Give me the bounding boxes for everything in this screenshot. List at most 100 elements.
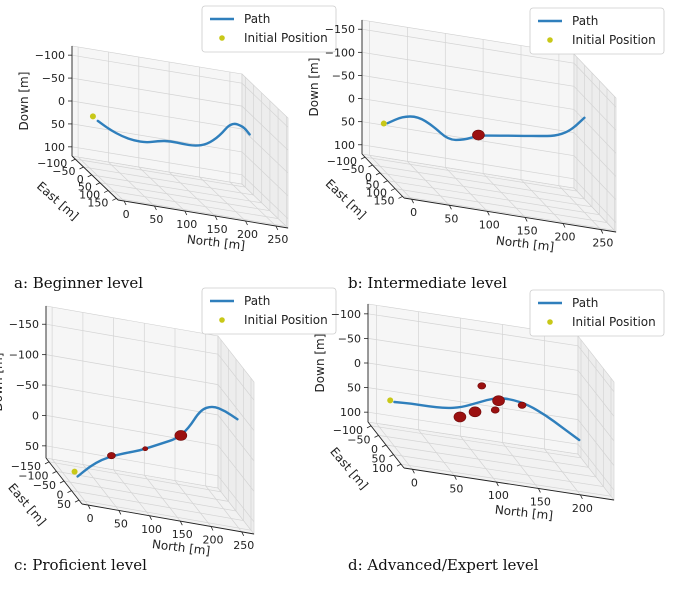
east-tick — [95, 182, 101, 186]
subplot-c: 0 50 100 150 200 250−150−100−50050−150−100−50… — [0, 287, 337, 558]
north-tick — [179, 520, 183, 526]
east-tick — [381, 444, 387, 448]
north-tick — [87, 504, 91, 510]
obstacle-marker — [472, 129, 485, 141]
obstacle-marker — [142, 446, 149, 452]
legend: Path Initial Position — [201, 5, 337, 53]
east-tick-label: −50 — [347, 433, 370, 446]
north-tick-label: 50 — [449, 483, 463, 496]
grid-north — [205, 333, 242, 533]
down-tick-label: −50 — [332, 69, 355, 82]
east-tick — [360, 156, 366, 160]
legend-initial-swatch — [547, 37, 553, 43]
north-tick — [184, 210, 188, 216]
north-tick — [562, 223, 566, 228]
legend-path-label: Path — [572, 14, 598, 28]
east-tick — [375, 172, 381, 176]
obstacle-marker — [468, 406, 482, 418]
east-axis-title: East [m] — [323, 176, 369, 221]
north-tick-label: 200 — [555, 231, 576, 244]
grid-north — [143, 323, 181, 522]
legend-frame — [201, 5, 337, 53]
grid-north — [376, 305, 413, 470]
grid-down — [71, 100, 289, 174]
grid-east — [379, 72, 593, 208]
north-tick — [245, 220, 248, 226]
east-tick-label: 100 — [366, 187, 387, 200]
grid-down — [367, 362, 615, 442]
obstacle-marker — [453, 411, 467, 423]
down-tick-label: −50 — [42, 72, 65, 85]
grid-east — [116, 116, 287, 227]
legend: Path Initial Position — [529, 7, 665, 55]
down-tick-label: 100 — [44, 141, 65, 154]
legend-initial-label: Initial Position — [244, 31, 328, 45]
east-axis-title: East [m] — [34, 179, 81, 223]
east-tick-label: 100 — [79, 189, 100, 202]
obstacle-marker — [174, 430, 188, 441]
down-tick-label: −100 — [9, 349, 39, 362]
north-tick — [411, 199, 414, 204]
grid-east — [56, 349, 229, 502]
grid-north — [418, 311, 455, 476]
subplot-d: 0 50 100 150 200−100−50050100−100−50050100No… — [313, 289, 665, 523]
grid-east — [108, 108, 279, 220]
path-series-line — [76, 405, 239, 478]
grid-down — [45, 415, 255, 492]
grid-north — [199, 67, 246, 222]
north-tick-label: 0 — [87, 512, 94, 525]
north-tick-label: 250 — [233, 539, 254, 552]
east-axis-title: East [m] — [327, 445, 371, 493]
east-tick-label: 0 — [57, 489, 64, 502]
north-axis-title: North [m] — [494, 503, 554, 523]
north-tick-label: 100 — [141, 523, 162, 536]
north-tick-label: 150 — [517, 224, 538, 237]
legend-path-label: Path — [244, 294, 270, 308]
legend-frame — [201, 287, 337, 335]
north-tick-label: 0 — [123, 208, 130, 221]
down-tick-label: 50 — [25, 440, 39, 453]
grid-down — [367, 387, 615, 466]
north-tick — [496, 481, 499, 487]
path-series-line — [96, 119, 251, 147]
east-tick — [79, 166, 84, 170]
east-tick-label: 50 — [78, 181, 92, 194]
grid-east — [83, 85, 254, 196]
down-tick-label: −100 — [325, 46, 355, 59]
east-tick — [52, 471, 57, 474]
east-tick — [71, 158, 76, 162]
east-tick-label: 50 — [57, 498, 71, 511]
north-tick-label: 150 — [530, 495, 551, 508]
grid-down — [361, 28, 617, 108]
obstacle-marker — [107, 452, 116, 460]
north-axis-line — [403, 467, 615, 501]
down-tick-label: 100 — [340, 406, 361, 419]
east-tick — [383, 180, 388, 184]
grid-down — [45, 323, 255, 401]
north-axis-title: North [m] — [186, 232, 246, 253]
north-tick-label: 0 — [410, 206, 417, 219]
east-tick-label: 150 — [87, 196, 108, 209]
east-tick — [74, 499, 80, 503]
north-tick-label: 250 — [267, 233, 288, 246]
legend-path-label: Path — [572, 296, 598, 310]
down-axis-title: Down [m] — [313, 334, 327, 393]
north-tick-label: 200 — [572, 502, 593, 515]
down-tick-label: 0 — [348, 93, 355, 106]
grid-north — [77, 47, 125, 202]
east-axis-line — [361, 153, 405, 199]
east-axis-line — [71, 155, 119, 201]
down-tick-label: 0 — [354, 357, 361, 370]
north-tick — [538, 488, 541, 493]
grid-east — [372, 65, 585, 200]
north-tick-label: 50 — [149, 213, 163, 226]
north-tick-label: 250 — [592, 237, 613, 250]
legend-initial-label: Initial Position — [572, 315, 656, 329]
grid-north — [558, 51, 602, 230]
subplot-b: 0 50 100 150 200 250−100−50050100150−150−100−… — [307, 7, 665, 254]
grid-down — [367, 338, 615, 417]
obstacle-marker — [490, 406, 500, 414]
grid-down — [361, 144, 617, 224]
down-tick-label: 100 — [334, 139, 355, 152]
